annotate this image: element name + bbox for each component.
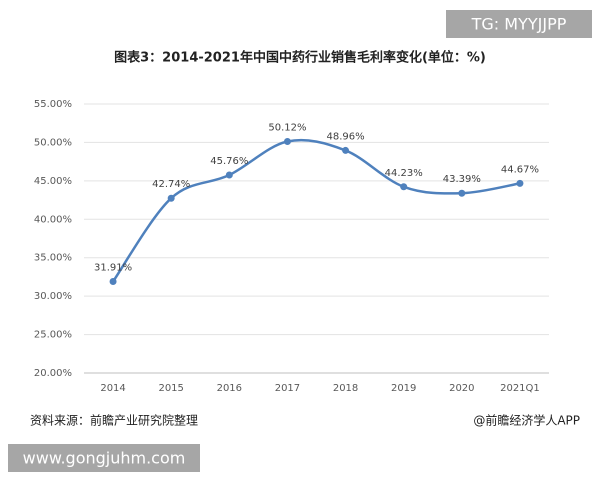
value-label: 44.67% [501, 164, 539, 175]
x-tick-label: 2018 [333, 383, 358, 394]
footer-url: www.gongjuhm.com [23, 449, 186, 468]
value-label: 48.96% [326, 131, 364, 142]
y-tick-label: 35.00% [34, 253, 72, 264]
y-tick-label: 20.00% [34, 368, 72, 379]
chart-title: 图表3：2014-2021年中国中药行业销售毛利率变化(单位：%) [114, 50, 486, 66]
marker [516, 179, 524, 187]
y-tick-label: 30.00% [34, 291, 72, 302]
url-box [8, 444, 200, 472]
y-tick-label: 55.00% [34, 99, 72, 110]
marker [342, 146, 350, 154]
x-tick-label: 2017 [275, 383, 300, 394]
y-tick-label: 25.00% [34, 330, 72, 341]
value-label: 31.91% [94, 262, 132, 273]
y-tick-label: 40.00% [34, 214, 72, 225]
credit: @前瞻经济学人APP [473, 413, 580, 428]
value-label: 45.76% [210, 156, 248, 167]
marker [400, 183, 408, 191]
value-label: 43.39% [443, 174, 481, 185]
x-tick-label: 2020 [449, 383, 474, 394]
x-tick-label: 2016 [217, 383, 242, 394]
source: 资料来源：前瞻产业研究院整理 [30, 413, 198, 428]
x-tick-label: 2014 [100, 383, 125, 394]
x-tick-label: 2015 [158, 383, 183, 394]
marker [167, 194, 175, 202]
marker [109, 277, 117, 285]
value-label: 42.74% [152, 179, 190, 190]
header-tag: TG: MYYJJPP [471, 15, 567, 34]
marker [458, 189, 466, 197]
marker [225, 171, 233, 179]
y-tick-label: 45.00% [34, 176, 72, 187]
x-tick-label: 2019 [391, 383, 416, 394]
value-label: 50.12% [268, 123, 306, 134]
value-label: 44.23% [385, 168, 423, 179]
x-tick-label: 2021Q1 [500, 383, 540, 394]
tag-box [446, 10, 592, 38]
y-tick-label: 50.00% [34, 137, 72, 148]
marker [283, 138, 291, 146]
